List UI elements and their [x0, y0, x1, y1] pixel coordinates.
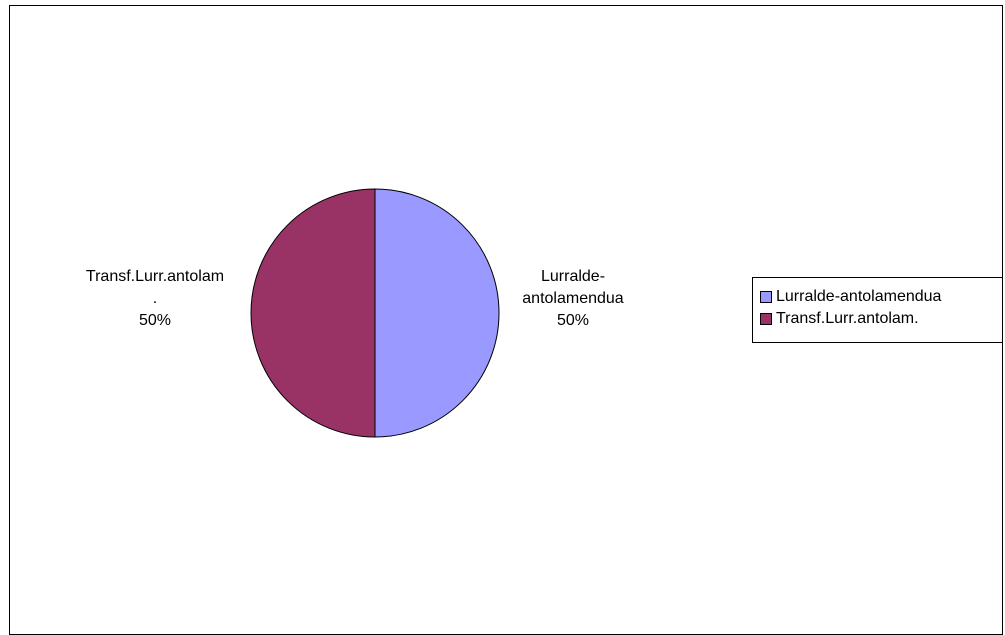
slice-label-transf-name-line1: Transf.Lurr.antolam	[85, 268, 225, 285]
legend-label-transf: Transf.Lurr.antolam.	[776, 310, 919, 327]
legend-item-lurralde-antolamendua: Lurralde-antolamendua	[760, 286, 1002, 308]
slice-label-lurralde-name-line1: Lurralde-	[540, 268, 606, 285]
slice-label-transf-percent: 50%	[138, 312, 172, 329]
legend-swatch-lurralde	[760, 291, 772, 303]
legend-swatch-transf	[760, 313, 772, 325]
legend: Lurralde-antolamendua Transf.Lurr.antola…	[752, 277, 1003, 343]
pie-slice-transf-lurr-antolam	[250, 188, 376, 438]
slice-label-transf-lurr-antolam: Transf.Lurr.antolam . 50%	[50, 266, 260, 332]
legend-item-transf-lurr-antolam: Transf.Lurr.antolam.	[760, 308, 1002, 330]
legend-label-lurralde: Lurralde-antolamendua	[776, 288, 942, 305]
slice-label-lurralde-antolamendua: Lurralde- antolamendua 50%	[508, 266, 638, 332]
slice-label-lurralde-percent: 50%	[556, 312, 590, 329]
slice-label-lurralde-name-line2: antolamendua	[522, 290, 624, 307]
pie-chart	[250, 188, 500, 438]
pie-slice-lurralde-antolamendua	[374, 188, 500, 438]
slice-label-transf-name-line2: .	[152, 290, 158, 307]
